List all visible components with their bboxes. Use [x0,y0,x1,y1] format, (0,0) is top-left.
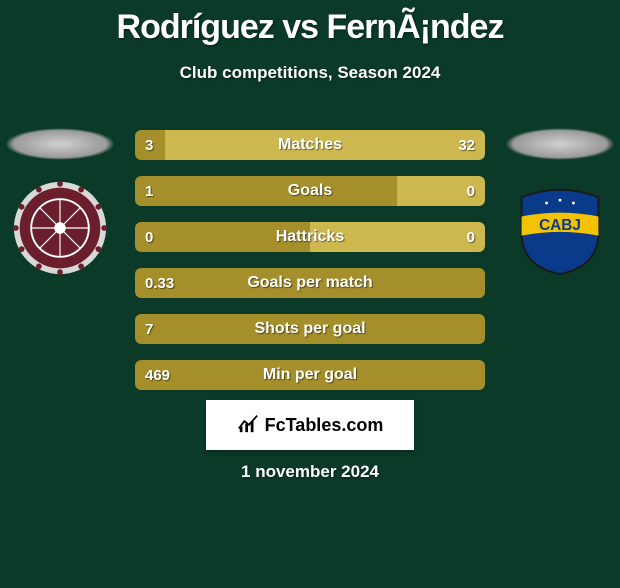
stat-row: 10Goals [135,176,485,206]
player-left-panel [0,128,120,276]
watermark-text: FcTables.com [265,415,384,436]
stat-row: 0.33Goals per match [135,268,485,298]
watermark: FcTables.com [206,400,414,450]
stat-label: Goals per match [135,268,485,298]
page-subtitle: Club competitions, Season 2024 [0,63,620,83]
page-title: Rodríguez vs FernÃ¡ndez [0,8,620,47]
stat-row: 469Min per goal [135,360,485,390]
stat-row: 7Shots per goal [135,314,485,344]
svg-text:CABJ: CABJ [539,217,581,234]
crest-right: CABJ [512,180,608,276]
stats-container: 332Matches 10Goals 00Hattricks 0.33Goals pe… [135,130,485,406]
stat-label: Matches [135,130,485,160]
stat-label: Shots per goal [135,314,485,344]
player-right-panel: CABJ [500,128,620,276]
avatar-placeholder-left [5,128,115,160]
footer-date: 1 november 2024 [0,462,620,482]
crest-left [12,180,108,276]
stat-row: 332Matches [135,130,485,160]
stat-label: Hattricks [135,222,485,252]
stat-label: Goals [135,176,485,206]
avatar-placeholder-right [505,128,615,160]
chart-icon [237,412,259,439]
stat-label: Min per goal [135,360,485,390]
stat-row: 00Hattricks [135,222,485,252]
